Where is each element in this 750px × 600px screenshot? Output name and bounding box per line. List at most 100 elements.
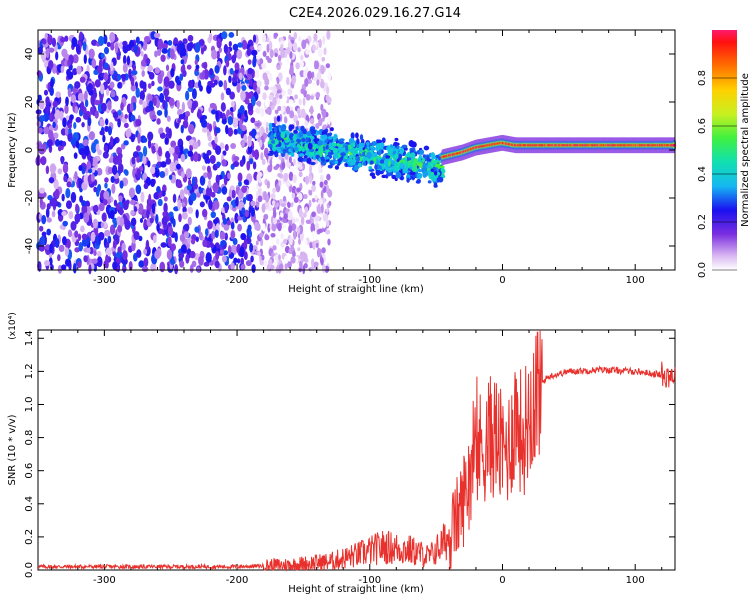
signal-cell bbox=[268, 122, 273, 129]
signal-cell bbox=[395, 171, 402, 179]
noise-cell bbox=[38, 46, 43, 55]
noise-cell bbox=[172, 218, 176, 228]
sparse-noise-cell bbox=[264, 234, 270, 241]
signal-cell bbox=[362, 155, 367, 162]
noise-cell bbox=[179, 73, 184, 81]
sparse-noise-cell bbox=[298, 98, 302, 106]
noise-cell bbox=[187, 99, 193, 108]
noise-cell bbox=[117, 82, 121, 89]
noise-cell bbox=[206, 84, 212, 94]
noise-cell bbox=[108, 157, 113, 163]
noise-cell bbox=[61, 141, 67, 147]
noise-cell bbox=[103, 34, 108, 45]
noise-cell bbox=[38, 99, 45, 110]
noise-cell bbox=[107, 235, 112, 244]
noise-cell bbox=[98, 231, 105, 241]
snr-ytick-label: 0.2 bbox=[24, 529, 35, 545]
signal-cell bbox=[309, 161, 316, 166]
noise-cell bbox=[168, 97, 175, 107]
noise-cell bbox=[99, 83, 105, 95]
noise-cell bbox=[44, 244, 51, 250]
signal-cell bbox=[397, 153, 403, 160]
noise-cell bbox=[201, 208, 208, 218]
noise-cell bbox=[160, 54, 166, 63]
noise-cell bbox=[46, 217, 52, 223]
sparse-noise-cell bbox=[265, 125, 269, 134]
noise-cell bbox=[156, 109, 163, 116]
noise-cell bbox=[39, 197, 43, 206]
sparse-noise-cell bbox=[321, 56, 326, 62]
noise-cell bbox=[51, 37, 57, 48]
sparse-noise-cell bbox=[273, 116, 278, 125]
noise-cell bbox=[97, 64, 103, 74]
noise-cell bbox=[79, 148, 85, 156]
sparse-noise-cell bbox=[303, 212, 307, 218]
sparse-noise-cell bbox=[321, 247, 326, 254]
noise-cell bbox=[224, 144, 229, 152]
snr-ytick-label: 0.0 bbox=[24, 562, 35, 578]
noise-cell bbox=[107, 125, 112, 136]
noise-cell bbox=[117, 224, 123, 233]
signal-cell bbox=[379, 159, 385, 164]
noise-cell bbox=[180, 244, 187, 254]
colorbar-gradient bbox=[712, 30, 737, 270]
noise-cell bbox=[189, 250, 196, 259]
noise-cell bbox=[219, 142, 225, 150]
sparse-noise-cell bbox=[273, 165, 279, 171]
noise-cell bbox=[36, 121, 42, 127]
spectrogram-ytick-label: -20 bbox=[24, 190, 35, 206]
snr-ytick-label: 1.0 bbox=[24, 397, 35, 413]
sparse-noise-cell bbox=[277, 54, 282, 62]
sparse-noise-cell bbox=[265, 55, 270, 61]
noise-cell bbox=[236, 83, 241, 93]
sparse-noise-cell bbox=[296, 107, 301, 115]
noise-cell bbox=[210, 242, 215, 249]
noise-cell bbox=[225, 59, 230, 68]
noise-cell bbox=[100, 222, 105, 228]
noise-cell bbox=[166, 115, 171, 122]
signal-cell bbox=[303, 155, 308, 159]
signal-cell bbox=[301, 128, 307, 135]
noise-cell bbox=[125, 199, 130, 205]
noise-cell bbox=[83, 54, 87, 64]
noise-cell bbox=[142, 137, 148, 143]
signal-cell bbox=[306, 157, 311, 164]
noise-cell bbox=[100, 102, 107, 112]
noise-cell bbox=[177, 199, 181, 211]
noise-cell bbox=[251, 96, 256, 107]
noise-cell bbox=[48, 59, 54, 70]
sparse-noise-cell bbox=[255, 222, 261, 232]
noise-cell bbox=[204, 153, 210, 164]
noise-cell bbox=[223, 43, 229, 54]
spectrogram-ytick-label: 40 bbox=[24, 48, 35, 61]
signal-cell bbox=[273, 126, 277, 133]
noise-cell bbox=[133, 44, 138, 54]
noise-cell bbox=[87, 116, 92, 127]
signal-cell bbox=[433, 159, 437, 164]
noise-cell bbox=[248, 158, 254, 165]
noise-cell bbox=[238, 180, 242, 187]
signal-cell bbox=[366, 151, 372, 159]
noise-cell bbox=[78, 165, 83, 172]
noise-cell bbox=[54, 238, 60, 249]
noise-cell bbox=[212, 182, 219, 194]
sparse-noise-cell bbox=[314, 60, 320, 70]
sparse-noise-cell bbox=[325, 94, 330, 102]
noise-cell bbox=[169, 161, 176, 173]
signal-cell bbox=[272, 151, 277, 155]
noise-cell bbox=[167, 226, 174, 236]
noise-cell bbox=[94, 99, 101, 106]
noise-cell bbox=[225, 124, 229, 135]
sparse-noise-cell bbox=[302, 97, 306, 106]
sparse-noise-cell bbox=[292, 42, 298, 52]
noise-cell bbox=[182, 119, 189, 129]
sparse-noise-cell bbox=[309, 164, 313, 174]
noise-cell bbox=[74, 247, 80, 253]
noise-cell bbox=[57, 168, 63, 175]
noise-cell bbox=[91, 156, 98, 167]
sparse-noise-cell bbox=[310, 223, 316, 233]
sparse-noise-cell bbox=[285, 56, 290, 64]
signal-cell bbox=[345, 144, 349, 152]
noise-cell bbox=[57, 145, 62, 152]
noise-cell bbox=[51, 210, 56, 218]
